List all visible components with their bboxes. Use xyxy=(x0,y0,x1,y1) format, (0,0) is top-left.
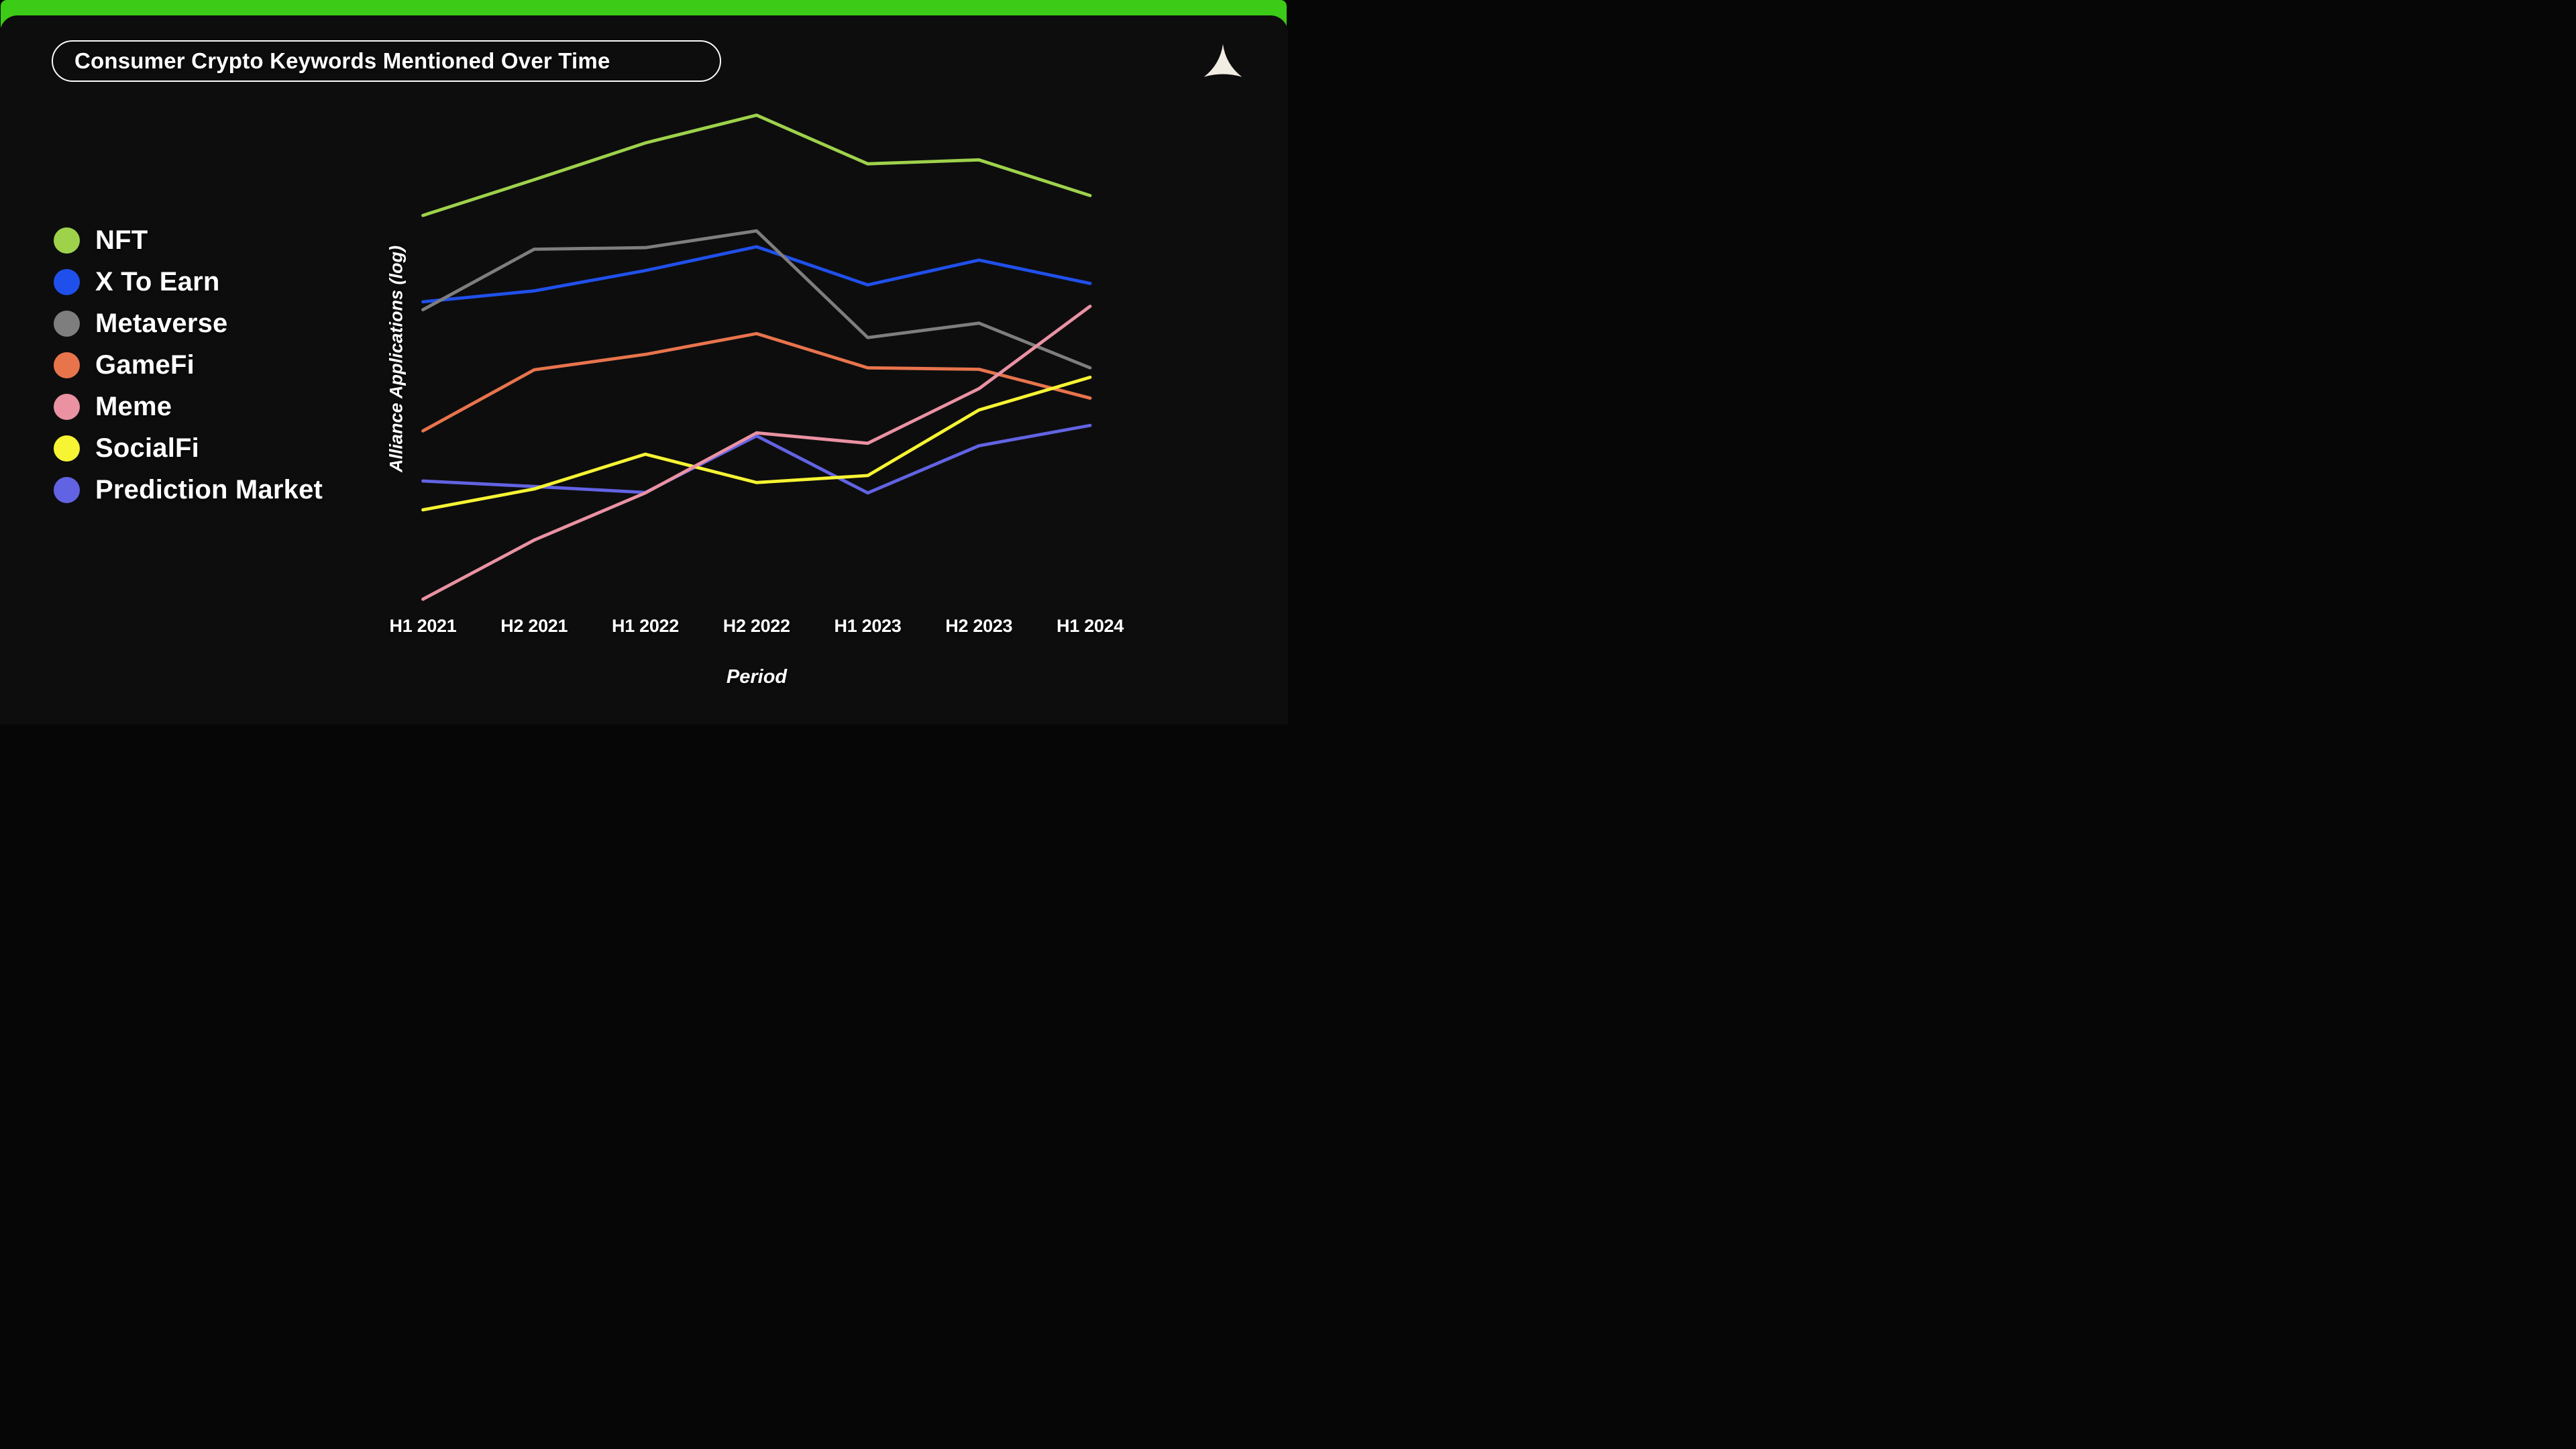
legend-item-label: Meme xyxy=(95,391,172,421)
x-tick-label: H2 2021 xyxy=(500,616,568,636)
series-line-socialfi xyxy=(421,376,1092,512)
x-axis-tick-labels: H1 2021 H2 2021 H1 2022 H2 2022 H1 2023 H2 20… xyxy=(0,616,1288,643)
line-chart xyxy=(421,113,1092,601)
chart-panel-background xyxy=(0,15,1288,724)
x-tick-label: H2 2023 xyxy=(945,616,1013,636)
series-line-prediction-market xyxy=(421,423,1092,495)
legend-swatch-icon xyxy=(54,352,80,378)
y-axis-title: Alliance Applications (log) xyxy=(386,245,407,473)
legend-swatch-icon xyxy=(54,435,80,462)
series-line-metaverse xyxy=(421,229,1092,370)
x-tick-label: H1 2024 xyxy=(1057,616,1124,636)
page-title: Consumer Crypto Keywords Mentioned Over … xyxy=(74,48,610,73)
series-line-meme xyxy=(421,305,1092,601)
x-tick-label: H1 2022 xyxy=(612,616,679,636)
legend-swatch-icon xyxy=(54,476,80,503)
x-tick-label: H2 2022 xyxy=(722,616,790,636)
series-line-gamefi xyxy=(421,331,1092,433)
legend-item: GameFi xyxy=(54,344,323,386)
legend-item-label: NFT xyxy=(95,225,148,255)
legend-item: Meme xyxy=(54,386,323,427)
x-axis-title: Period xyxy=(726,666,788,688)
series-line-x-to-earn xyxy=(421,245,1092,304)
legend-swatch-icon xyxy=(54,310,80,337)
legend-item: SocialFi xyxy=(54,427,323,469)
x-tick-label: H1 2023 xyxy=(834,616,902,636)
series-line-nft xyxy=(421,113,1092,217)
title-pill: Consumer Crypto Keywords Mentioned Over … xyxy=(52,40,721,82)
legend: NFT X To Earn Metaverse GameFi Meme SocialFi P… xyxy=(54,219,323,511)
legend-swatch-icon xyxy=(54,268,80,295)
legend-item-label: Metaverse xyxy=(95,308,228,338)
legend-item: NFT xyxy=(54,219,323,261)
legend-item: Metaverse xyxy=(54,303,323,344)
legend-swatch-icon xyxy=(54,227,80,254)
legend-item: Prediction Market xyxy=(54,469,323,511)
legend-item-label: GameFi xyxy=(95,350,195,380)
x-tick-label: H1 2021 xyxy=(389,616,457,636)
legend-item-label: X To Earn xyxy=(95,266,220,297)
legend-item: X To Earn xyxy=(54,261,323,303)
legend-item-label: SocialFi xyxy=(95,433,199,463)
legend-item-label: Prediction Market xyxy=(95,474,323,504)
legend-swatch-icon xyxy=(54,393,80,420)
alliance-triangle-logo xyxy=(1203,44,1242,77)
